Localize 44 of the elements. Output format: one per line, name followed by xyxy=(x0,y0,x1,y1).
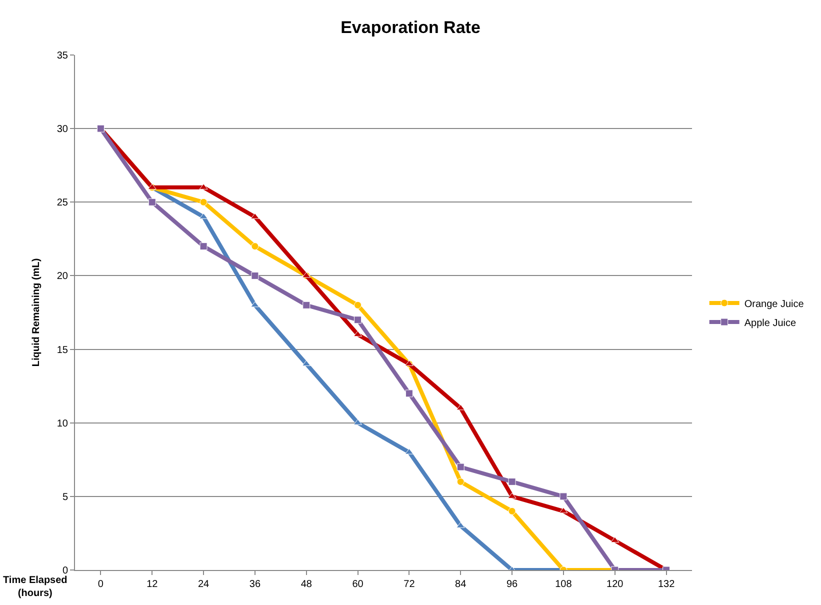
y-tick-label: 35 xyxy=(56,50,68,62)
chart-title: Evaporation Rate xyxy=(340,18,480,38)
x-tick-label: 36 xyxy=(249,579,261,590)
point xyxy=(354,301,362,309)
x-tick-label: 72 xyxy=(404,579,416,590)
y-tick-label: 25 xyxy=(56,198,68,209)
y-tick-label: 10 xyxy=(56,418,68,430)
y-tick-label: 30 xyxy=(56,124,68,136)
point xyxy=(200,198,208,206)
point xyxy=(251,272,259,280)
legend-label: Apple Juice xyxy=(744,318,796,329)
point xyxy=(508,478,516,486)
legend-label: Orange Juice xyxy=(744,298,804,310)
x-tick-label: 84 xyxy=(455,579,467,590)
point xyxy=(302,301,310,309)
x-tick-label: 12 xyxy=(146,579,158,590)
point xyxy=(560,492,568,500)
point xyxy=(610,536,620,543)
point xyxy=(354,316,362,324)
point xyxy=(251,242,259,250)
x-axis-title: Time Elapsed (hours) xyxy=(3,575,68,599)
x-tick-label: 48 xyxy=(300,579,312,590)
x-tick-label: 24 xyxy=(198,579,210,590)
y-tick-label: 0 xyxy=(62,566,68,576)
x-tick-label: 132 xyxy=(658,579,676,590)
point xyxy=(354,330,362,337)
y-tick-label: 15 xyxy=(56,344,68,356)
point xyxy=(456,404,465,410)
point xyxy=(250,301,260,308)
point xyxy=(456,463,464,471)
point xyxy=(200,242,208,250)
y-tick-label: 5 xyxy=(62,492,68,503)
point xyxy=(456,478,464,486)
x-tick-label: 108 xyxy=(555,579,572,590)
x-tick-label: 60 xyxy=(352,579,364,590)
x-tick-label: 120 xyxy=(606,579,624,590)
x-tick-label: 96 xyxy=(506,579,518,590)
x-tick-label: 0 xyxy=(98,579,104,590)
y-axis-title: Liquid Remaining (mL) xyxy=(30,258,42,367)
point xyxy=(508,507,516,515)
point xyxy=(405,390,413,398)
point xyxy=(148,198,156,206)
y-tick-label: 20 xyxy=(56,271,68,282)
point xyxy=(559,507,568,514)
